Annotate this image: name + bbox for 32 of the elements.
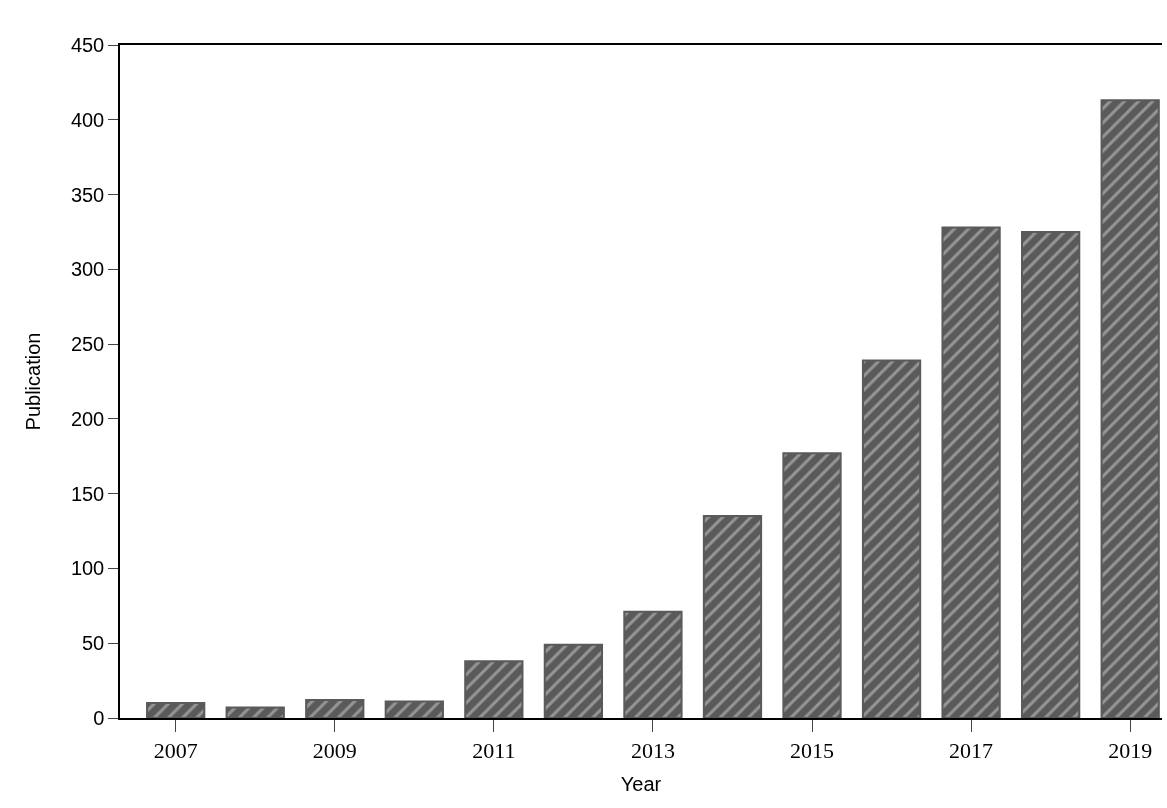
y-tick-label: 150 [70, 482, 105, 505]
bar [623, 610, 683, 718]
x-tick-label: 2011 [472, 738, 516, 764]
bar [225, 706, 285, 718]
x-tick-label: 2009 [312, 738, 357, 764]
bar [941, 226, 1001, 718]
x-axis-title: Year [620, 773, 662, 796]
x-tick-label: 2007 [153, 738, 198, 764]
y-tick-label: 0 [93, 707, 105, 729]
bar [702, 515, 763, 718]
y-tick-label: 250 [70, 333, 105, 356]
x-tick-label: 2015 [790, 738, 835, 764]
x-tick-label: 2013 [630, 738, 675, 764]
bar [305, 699, 365, 718]
bar [782, 452, 842, 718]
y-tick-label: 50 [82, 632, 105, 655]
bar [1021, 230, 1081, 718]
y-tick-label: 400 [70, 108, 105, 131]
bar [146, 702, 206, 718]
y-tick-label: 200 [70, 407, 105, 430]
bar [543, 643, 604, 718]
y-tick-label: 300 [70, 258, 105, 281]
y-tick-label: 450 [70, 34, 105, 56]
y-axis-title: Publication [21, 332, 44, 431]
y-tick-label: 100 [70, 557, 105, 580]
bar [1100, 99, 1160, 718]
bar [464, 660, 524, 718]
bar [861, 359, 922, 718]
x-tick-label: 2019 [1108, 738, 1153, 764]
bar [384, 700, 444, 718]
y-tick-label: 350 [70, 183, 105, 206]
x-tick-label: 2017 [949, 738, 994, 764]
